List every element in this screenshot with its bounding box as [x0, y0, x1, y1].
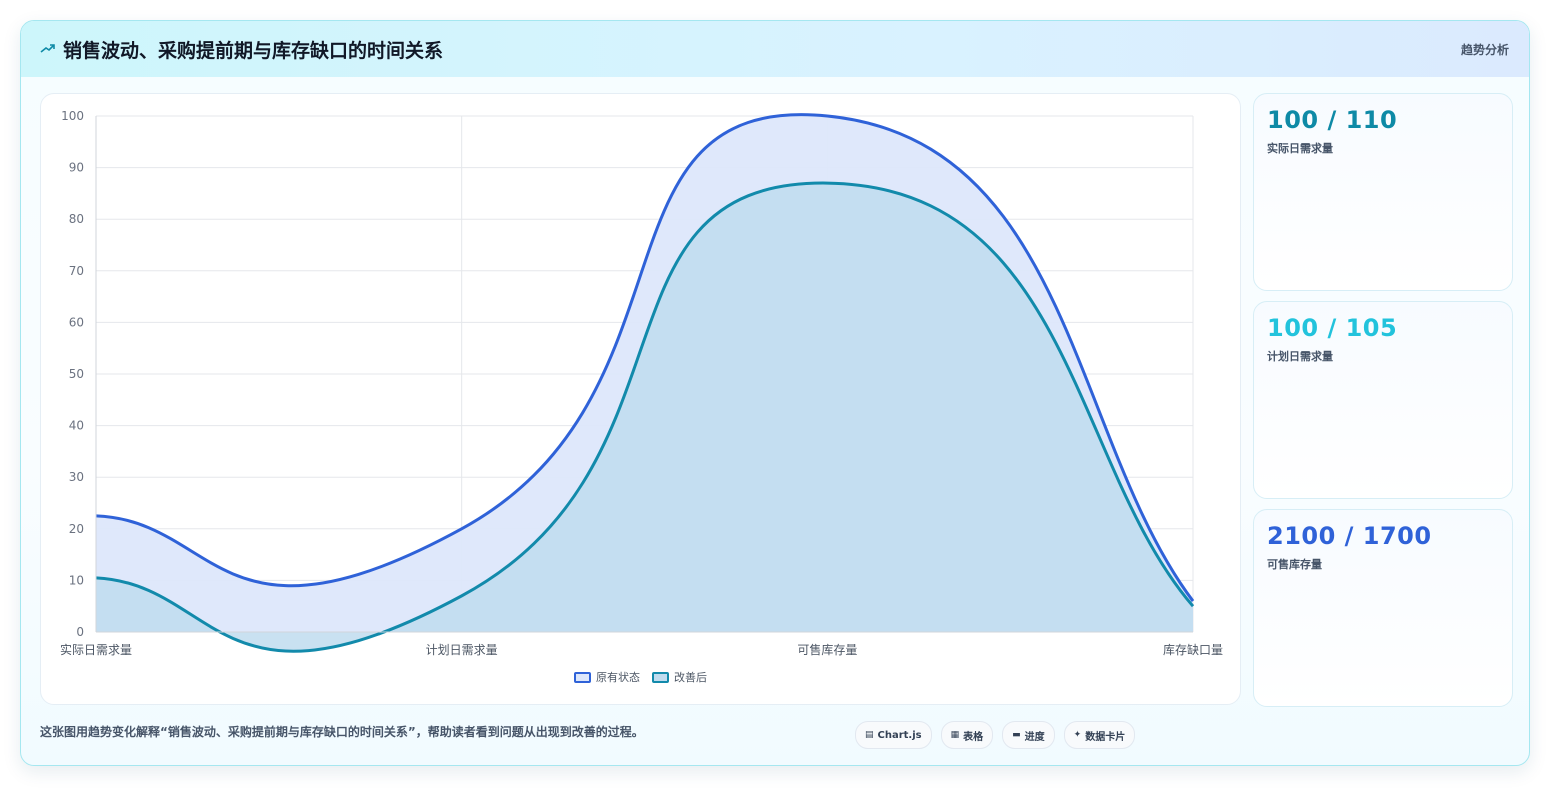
chart-icon: ▤ — [865, 730, 874, 740]
stat-label: 实际日需求量 — [1267, 142, 1333, 155]
progress-icon: ▬ — [1012, 730, 1021, 740]
page-title: 销售波动、采购提前期与库存缺口的时间关系 — [63, 40, 444, 62]
stat-value: 100 / 110 — [1267, 106, 1398, 134]
y-tick-label: 70 — [69, 264, 84, 278]
chip-chartjs[interactable]: ▤ Chart.js — [855, 721, 932, 749]
stat-card-actual-demand: 100 / 110 实际日需求量 — [1253, 93, 1513, 291]
y-tick-label: 50 — [69, 367, 84, 381]
series-area-improved — [96, 183, 1193, 652]
stat-label: 可售库存量 — [1267, 558, 1322, 571]
legend-swatch-improved — [652, 671, 669, 683]
y-tick-label: 40 — [69, 419, 84, 433]
chart-legend: 原有状态 改善后 — [41, 667, 1240, 687]
stat-value: 2100 / 1700 — [1267, 522, 1432, 550]
card-header: 销售波动、采购提前期与库存缺口的时间关系 趋势分析 — [21, 21, 1529, 77]
series-line-improved — [95, 181, 1195, 653]
chart-description: 这张图用趋势变化解释“销售波动、采购提前期与库存缺口的时间关系”，帮助读者看到问… — [40, 725, 644, 739]
chip-table[interactable]: ▦ 表格 — [940, 721, 994, 749]
chip-label: Chart.js — [877, 729, 922, 741]
y-tick-label: 0 — [76, 625, 84, 639]
y-tick-label: 90 — [69, 161, 84, 175]
x-tick-label: 计划日需求量 — [426, 643, 498, 657]
y-tick-label: 80 — [69, 212, 84, 226]
chart-card: 销售波动、采购提前期与库存缺口的时间关系 趋势分析 0 10 20 30 40 50 60 7… — [20, 20, 1530, 766]
stat-value: 100 / 105 — [1267, 314, 1398, 342]
tool-chips: ▤ Chart.js ▦ 表格 ▬ 进度 ✦ 数据卡片 — [855, 721, 1136, 749]
trend-analysis-tag: 趋势分析 — [1460, 43, 1509, 57]
y-tick-label: 30 — [69, 470, 84, 484]
series-line-original — [95, 113, 1195, 602]
area-chart: 0 10 20 30 40 50 60 70 80 90 100 实际日需求量 计划日需求量 可售库存量 库… — [60, 109, 1223, 657]
legend-label-improved: 改善后 — [674, 671, 707, 684]
stat-card-planned-demand: 100 / 105 计划日需求量 — [1253, 301, 1513, 499]
legend-label-original: 原有状态 — [596, 671, 640, 684]
x-tick-label: 可售库存量 — [797, 642, 857, 657]
y-tick-label: 100 — [61, 109, 84, 123]
x-tick-label: 库存缺口量 — [1163, 642, 1223, 657]
chip-label: 进度 — [1024, 731, 1045, 743]
table-icon: ▦ — [950, 730, 960, 740]
chip-label: 表格 — [963, 731, 984, 743]
legend-item-improved[interactable]: 改善后 — [652, 667, 707, 687]
stat-card-available-inventory: 2100 / 1700 可售库存量 — [1253, 509, 1513, 707]
chip-label: 数据卡片 — [1085, 731, 1126, 743]
y-tick-label: 60 — [69, 315, 84, 329]
chart-panel: 0 10 20 30 40 50 60 70 80 90 100 实际日需求量 计划日需求量 可售库存量 库… — [40, 93, 1241, 705]
chip-progress[interactable]: ▬ 进度 — [1002, 721, 1055, 749]
legend-item-original[interactable]: 原有状态 — [574, 667, 640, 687]
sparkle-icon: ✦ — [1073, 730, 1082, 740]
y-tick-label: 10 — [69, 573, 84, 587]
trend-line-icon — [40, 44, 55, 53]
chip-data-card[interactable]: ✦ 数据卡片 — [1063, 721, 1136, 749]
x-tick-label: 实际日需求量 — [60, 642, 132, 657]
stat-label: 计划日需求量 — [1267, 350, 1333, 363]
legend-swatch-original — [574, 671, 591, 683]
y-tick-label: 20 — [69, 522, 84, 536]
